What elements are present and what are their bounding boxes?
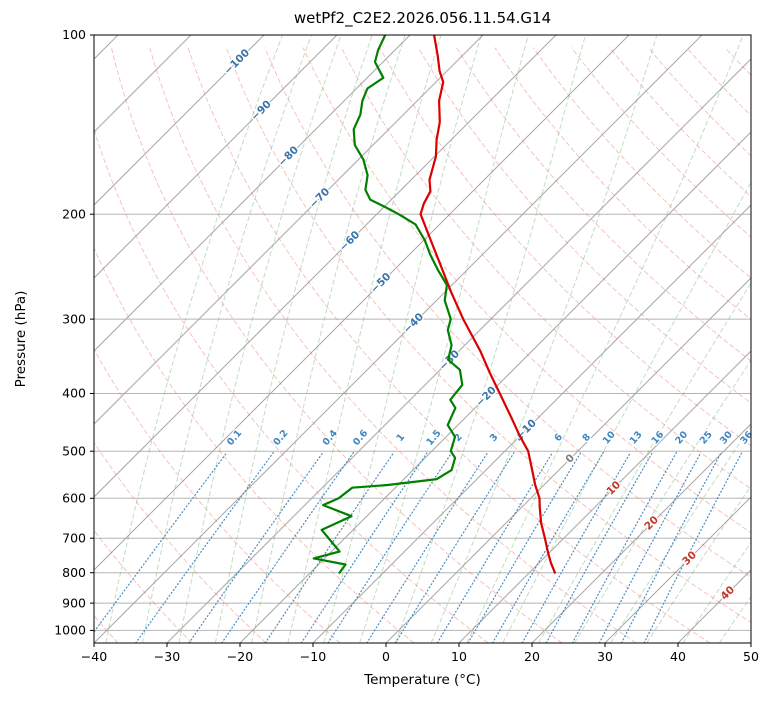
x-tick-label: 40 — [670, 649, 686, 664]
y-tick-label: 200 — [62, 206, 86, 221]
y-tick-label: 900 — [62, 595, 86, 610]
x-tick-label: 20 — [524, 649, 540, 664]
isotherm-lines — [94, 35, 751, 643]
chart-title: wetPf2_C2E2.2026.056.11.54.G14 — [293, 9, 552, 27]
pressure-gridlines — [94, 35, 751, 631]
y-tick-label: 1000 — [54, 623, 86, 638]
y-tick-label: 500 — [62, 443, 86, 458]
x-tick-label: 0 — [382, 649, 390, 664]
y-tick-label: 300 — [62, 311, 86, 326]
y-tick-label: 800 — [62, 565, 86, 580]
x-tick-label: 10 — [451, 649, 467, 664]
dry-adiabats — [94, 47, 751, 643]
plot-border — [93, 34, 752, 644]
dewpoint-curve — [312, 35, 464, 574]
x-tick-label: −10 — [300, 649, 326, 664]
x-axis-label: Temperature (°C) — [364, 672, 481, 688]
y-axis-label: Pressure (hPa) — [13, 290, 29, 388]
moist-adiabats — [105, 35, 751, 643]
x-tick-label: −30 — [154, 649, 180, 664]
temperature-curve — [419, 35, 556, 574]
x-tick-label: −20 — [227, 649, 253, 664]
x-tick-label: −40 — [81, 649, 107, 664]
y-tick-label: 700 — [62, 530, 86, 545]
y-tick-label: 600 — [62, 491, 86, 506]
y-tick-label: 100 — [62, 27, 86, 42]
y-tick-label: 400 — [62, 386, 86, 401]
x-tick-label: 30 — [597, 649, 613, 664]
x-tick-label: 50 — [743, 649, 759, 664]
